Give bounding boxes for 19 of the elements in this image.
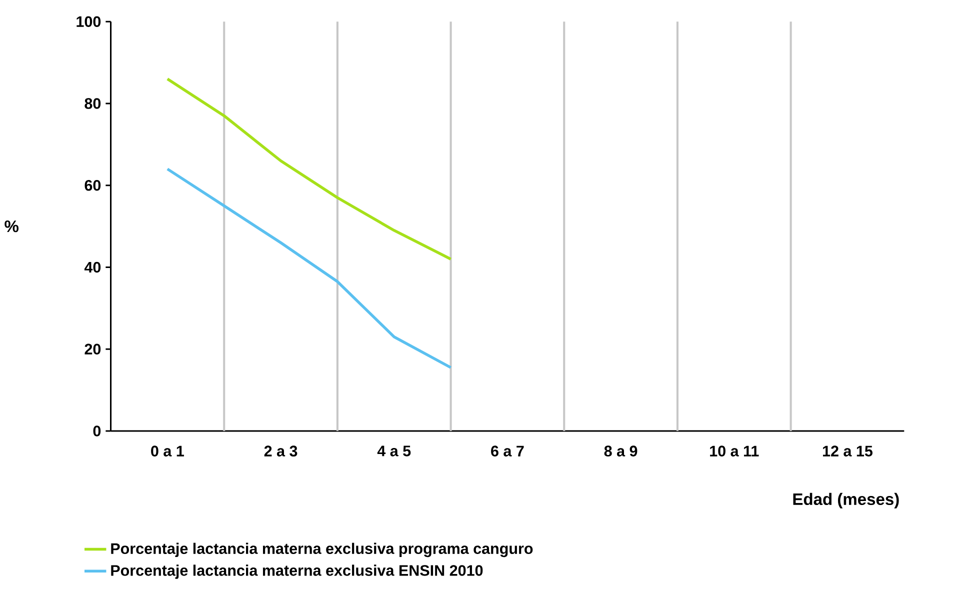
x-tick-label: 2 a 3 <box>264 446 298 456</box>
line-series <box>166 167 452 369</box>
x-tick-label: 8 a 9 <box>604 446 638 456</box>
y-tick-label: 80 <box>84 98 101 109</box>
x-tick-label: 10 a 11 <box>710 446 759 456</box>
line-series <box>166 77 452 260</box>
y-axis-title: % <box>4 220 18 232</box>
legend-label: Porcentaje lactancia materna exclusiva programa canguro <box>111 542 533 557</box>
legend-label: Porcentaje lactancia materna exclusiva ENSIN 2010 <box>111 564 483 579</box>
y-tick-label: 20 <box>84 344 101 354</box>
x-tick-label: 4 a 5 <box>377 446 411 456</box>
x-axis-title: Edad (meses) <box>793 492 899 508</box>
x-tick-label: 12 a 15 <box>822 446 872 456</box>
x-tick-label: 6 a 7 <box>491 446 524 456</box>
y-tick-label: 100 <box>76 16 101 27</box>
x-tick-label: 0 a 1 <box>151 446 184 456</box>
y-tick-label: 40 <box>84 262 101 273</box>
y-tick-label: 0 <box>93 426 101 436</box>
y-tick-label: 60 <box>84 180 101 191</box>
